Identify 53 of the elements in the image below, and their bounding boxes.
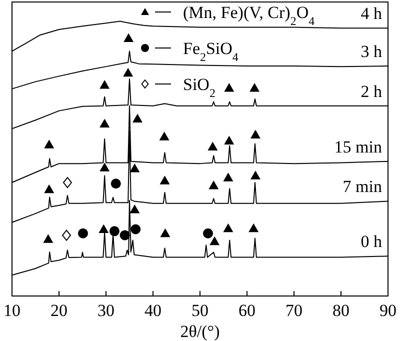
point	[250, 130, 260, 138]
point	[109, 226, 120, 236]
point	[223, 223, 234, 232]
point	[44, 140, 54, 148]
x-tick-label: 40	[144, 301, 162, 320]
series-label: 7 min	[342, 177, 382, 196]
point	[62, 177, 72, 188]
point	[224, 83, 234, 92]
x-tick-label: 70	[286, 301, 302, 320]
x-tick-label: 20	[50, 301, 68, 320]
point	[120, 230, 130, 240]
point	[100, 118, 110, 128]
x-tick-label: 30	[98, 301, 114, 320]
x-axis-title: 2θ/(°)	[180, 322, 220, 341]
legend-label: SiO$_{2}$	[183, 75, 216, 100]
legend-label: (Mn, Fe)(V, Cr)$_{2}$O$_{4}$	[183, 3, 315, 28]
point	[44, 184, 54, 194]
point	[123, 68, 134, 77]
point	[223, 172, 234, 182]
point	[250, 170, 260, 180]
point	[78, 228, 88, 238]
point	[160, 176, 170, 184]
series-label: 15 min	[334, 137, 382, 156]
point	[250, 83, 260, 92]
series-label: 3 h	[360, 42, 382, 62]
point	[208, 180, 219, 190]
point	[130, 164, 140, 172]
point	[248, 223, 259, 232]
x-tick-label: 80	[332, 301, 350, 320]
point	[210, 236, 220, 246]
x-tick-label: 10	[4, 301, 20, 320]
point	[43, 234, 54, 243]
point	[132, 114, 142, 123]
point	[100, 80, 110, 89]
point	[110, 178, 121, 189]
point	[62, 230, 72, 241]
point	[208, 142, 218, 151]
point	[100, 162, 110, 172]
point	[124, 33, 134, 42]
series-label: 4 h	[360, 4, 382, 24]
point	[224, 136, 234, 145]
series-label: 2 h	[360, 82, 382, 101]
x-tick-label: 90	[380, 301, 396, 320]
series-label: 0 h	[360, 232, 382, 252]
point	[159, 132, 170, 140]
legend-label: Fe$_{2}$SiO$_{4}$	[183, 39, 238, 64]
point	[130, 224, 141, 234]
point	[202, 228, 213, 238]
point	[130, 204, 140, 214]
point	[98, 224, 109, 233]
point	[160, 228, 170, 238]
x-tick-label: 50	[192, 301, 208, 320]
x-tick-label: 60	[238, 301, 256, 320]
